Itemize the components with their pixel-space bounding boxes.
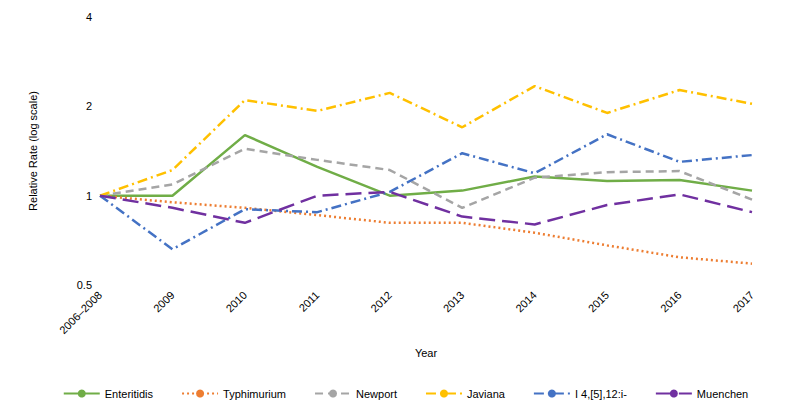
svg-text:Year: Year — [415, 347, 438, 359]
svg-text:2015: 2015 — [586, 289, 612, 315]
svg-text:2016: 2016 — [658, 289, 684, 315]
svg-text:I 4,[5],12:i-: I 4,[5],12:i- — [575, 388, 627, 400]
svg-text:2012: 2012 — [368, 289, 394, 315]
svg-text:2014: 2014 — [513, 289, 539, 315]
svg-text:2010: 2010 — [223, 289, 249, 315]
svg-text:2013: 2013 — [441, 289, 467, 315]
svg-text:Relative Rate (log scale): Relative Rate (log scale) — [27, 91, 39, 211]
svg-text:Newport: Newport — [356, 388, 397, 400]
svg-text:2: 2 — [86, 100, 92, 112]
svg-text:2006–2008: 2006–2008 — [57, 289, 104, 336]
svg-text:4: 4 — [86, 11, 92, 23]
svg-text:Javiana: Javiana — [467, 388, 506, 400]
svg-text:0.5: 0.5 — [77, 279, 92, 291]
svg-text:Enteritidis: Enteritidis — [105, 388, 154, 400]
svg-text:1: 1 — [86, 190, 92, 202]
svg-text:Typhimurium: Typhimurium — [223, 388, 286, 400]
svg-text:2017: 2017 — [730, 289, 756, 315]
svg-text:2011: 2011 — [296, 289, 321, 314]
svg-text:2009: 2009 — [151, 289, 177, 315]
svg-text:Muenchen: Muenchen — [697, 388, 748, 400]
